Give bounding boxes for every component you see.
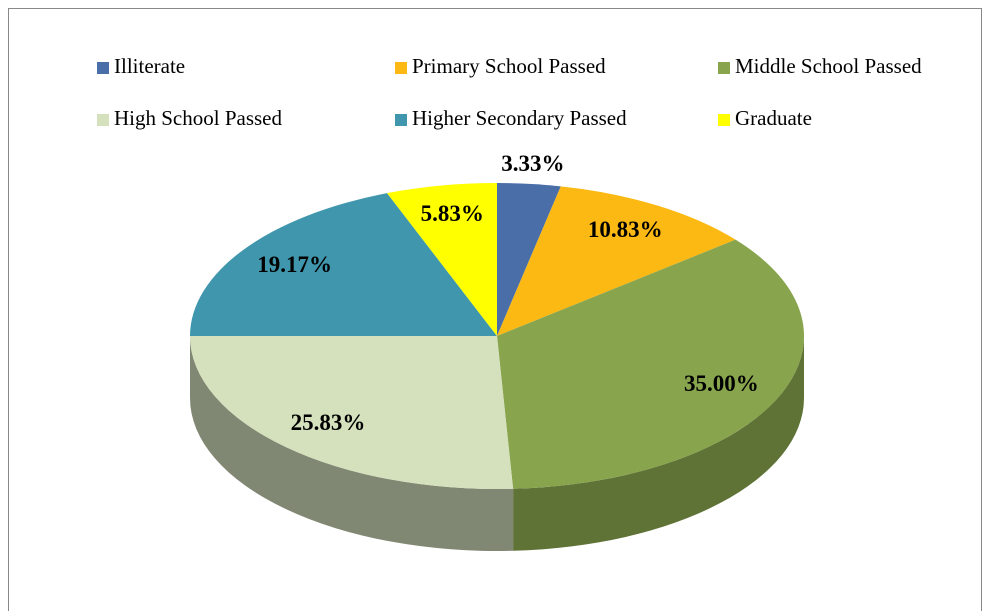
data-label: 3.33% — [501, 151, 564, 176]
legend-swatch — [395, 62, 407, 74]
legend-label: Graduate — [735, 106, 812, 130]
legend-label: High School Passed — [114, 106, 283, 130]
pie-slice — [497, 183, 561, 336]
pie-slice — [387, 183, 497, 336]
pie-slice-side — [513, 336, 805, 551]
data-label: 10.83% — [588, 217, 663, 242]
chart-border — [8, 8, 982, 611]
legend-swatch — [718, 62, 730, 74]
pie-slice — [497, 186, 736, 336]
legend-label: Primary School Passed — [412, 54, 606, 78]
legend-label: Illiterate — [114, 54, 185, 78]
data-label: 19.17% — [257, 252, 332, 277]
data-label: 5.83% — [421, 201, 484, 226]
legend-label: Middle School Passed — [735, 54, 922, 78]
legend-swatch — [718, 114, 730, 126]
pie-slice — [497, 239, 804, 489]
pie-slice — [190, 336, 514, 489]
legend-swatch — [395, 114, 407, 126]
data-label: 35.00% — [684, 371, 759, 396]
legend-swatch — [97, 114, 109, 126]
pie-slice-side — [190, 336, 514, 551]
legend-swatch — [97, 62, 109, 74]
data-label: 25.83% — [291, 410, 366, 435]
pie-slice — [189, 193, 497, 337]
legend-label: Higher Secondary Passed — [412, 106, 627, 130]
